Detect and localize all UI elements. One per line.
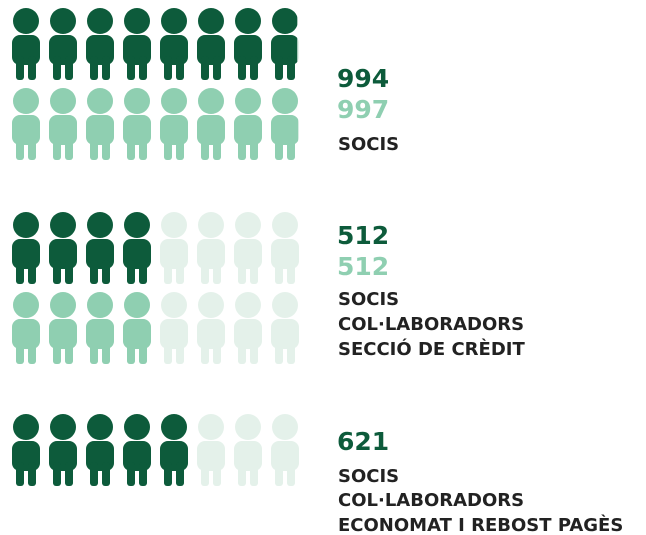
category-label: SOCIS bbox=[338, 134, 399, 155]
value-label: 994 bbox=[337, 64, 389, 93]
person-icon bbox=[49, 414, 77, 486]
value-label: 512 bbox=[337, 252, 389, 281]
person-icon bbox=[234, 88, 262, 160]
person-icon bbox=[49, 88, 77, 160]
person-icon bbox=[271, 8, 298, 80]
category-label: ECONOMAT I REBOST PAGÈS bbox=[338, 514, 623, 535]
person-icon bbox=[49, 212, 77, 284]
person-icon bbox=[86, 292, 114, 364]
person-icon bbox=[197, 8, 225, 80]
person-icon bbox=[234, 8, 262, 80]
person-icon bbox=[12, 8, 40, 80]
person-icon bbox=[123, 88, 151, 160]
person-icon bbox=[197, 414, 225, 486]
person-icon bbox=[271, 88, 299, 160]
person-icon bbox=[12, 88, 40, 160]
person-icon bbox=[86, 414, 114, 486]
person-icon bbox=[160, 8, 188, 80]
category-label: COL·LABORADORS bbox=[338, 314, 524, 335]
value-label: 621 bbox=[337, 427, 389, 456]
category-label: SOCIS bbox=[338, 466, 399, 487]
person-icon bbox=[123, 414, 151, 486]
category-label: SECCIÓ DE CRÈDIT bbox=[338, 338, 525, 360]
person-icon bbox=[123, 212, 151, 284]
person-icon bbox=[234, 212, 262, 284]
person-icon bbox=[234, 292, 262, 364]
person-icon bbox=[86, 88, 114, 160]
person-icon bbox=[86, 212, 114, 284]
value-label: 512 bbox=[337, 221, 389, 250]
person-icon bbox=[234, 414, 262, 486]
person-icon bbox=[12, 414, 40, 486]
person-icon bbox=[271, 292, 299, 364]
person-icon bbox=[197, 292, 225, 364]
person-icon bbox=[160, 292, 188, 364]
category-label: SOCIS bbox=[338, 289, 399, 310]
category-label: COL·LABORADORS bbox=[338, 490, 524, 511]
icon-row-filled bbox=[12, 8, 298, 80]
value-label: 997 bbox=[337, 95, 389, 124]
person-icon bbox=[12, 292, 40, 364]
person-icon bbox=[160, 88, 188, 160]
person-icon bbox=[123, 8, 151, 80]
person-icon bbox=[160, 212, 188, 284]
person-icon bbox=[86, 8, 114, 80]
person-icon bbox=[271, 414, 299, 486]
person-icon bbox=[12, 212, 40, 284]
person-icon bbox=[197, 212, 225, 284]
icon-row-filled bbox=[12, 88, 299, 160]
person-icon bbox=[160, 414, 188, 486]
person-icon bbox=[49, 292, 77, 364]
person-icon bbox=[271, 212, 299, 284]
person-icon bbox=[123, 292, 151, 364]
person-icon bbox=[49, 8, 77, 80]
person-icon bbox=[197, 88, 225, 160]
